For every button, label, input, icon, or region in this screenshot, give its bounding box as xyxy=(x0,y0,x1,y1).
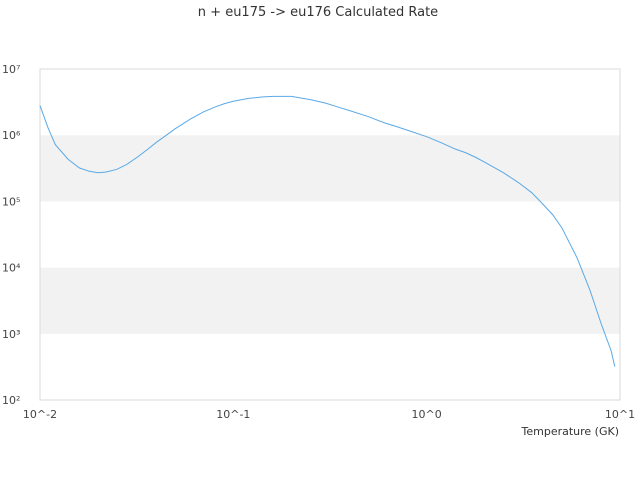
plot-frame xyxy=(39,68,621,401)
y-band-group xyxy=(40,69,620,400)
y-band xyxy=(40,135,620,202)
y-band xyxy=(40,267,620,334)
x-tick-labels: 10^-2 10^-1 10^0 10^1 xyxy=(23,408,635,421)
y-tick-label: 10³ xyxy=(2,328,20,341)
y-tick-label: 10⁴ xyxy=(2,262,21,275)
rate-series-points xyxy=(39,96,615,367)
y-band xyxy=(40,333,620,400)
rate-series-line xyxy=(39,95,616,367)
x-axis-title: Temperature (GK) xyxy=(521,425,620,438)
chart-title: n + eu175 -> eu176 Calculated Rate xyxy=(198,5,438,20)
x-tick-label: 10^-2 xyxy=(23,408,57,421)
y-tick-label: 10⁶ xyxy=(2,129,21,142)
y-tick-labels: 10⁷ 10⁶ 10⁵ 10⁴ 10³ 10² xyxy=(2,63,21,407)
y-band xyxy=(40,201,620,268)
y-tick-label: 10⁷ xyxy=(2,63,20,76)
x-tick-label: 10^0 xyxy=(412,408,442,421)
y-tick-label: 10⁵ xyxy=(2,195,20,208)
x-tick-label: 10^-1 xyxy=(216,408,250,421)
y-tick-label: 10² xyxy=(2,394,20,407)
y-band xyxy=(40,69,620,136)
x-tick-label: 10^1 xyxy=(605,408,635,421)
